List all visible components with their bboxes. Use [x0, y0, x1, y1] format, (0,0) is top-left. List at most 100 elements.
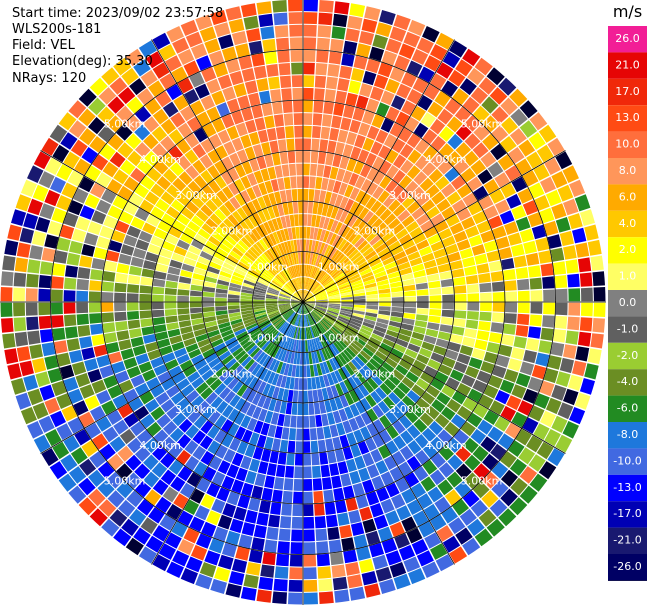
ray-bin: [225, 234, 237, 246]
ray-bin: [411, 207, 425, 220]
ray-bin: [572, 360, 587, 377]
ray-bin: [159, 73, 176, 90]
ray-bin: [282, 323, 291, 335]
ray-bin: [435, 255, 449, 266]
ray-bin: [176, 139, 191, 155]
ray-bin: [109, 436, 126, 453]
ray-bin: [195, 573, 213, 590]
ray-bin: [449, 40, 468, 58]
ray-bin: [441, 309, 454, 318]
ray-bin: [68, 200, 84, 216]
ray-bin: [164, 295, 177, 302]
ray-bin: [316, 427, 325, 440]
ray-bin: [522, 417, 539, 434]
ray-bin: [356, 334, 369, 343]
ray-bin: [303, 302, 306, 314]
ray-bin: [494, 199, 510, 214]
ray-bin: [283, 285, 294, 294]
ray-bin: [450, 175, 466, 190]
ray-bin: [332, 410, 342, 424]
ray-bin: [321, 177, 329, 191]
ray-bin: [145, 535, 164, 553]
ray-bin: [308, 403, 315, 415]
ray-bin: [409, 257, 423, 267]
ray-bin: [327, 64, 340, 77]
ray-bin: [551, 171, 568, 189]
ray-bin: [68, 120, 87, 138]
ray-bin: [255, 241, 266, 253]
ray-bin: [252, 406, 262, 420]
ray-bin: [107, 490, 125, 508]
ray-bin: [143, 133, 159, 150]
range-ring-label: 2.00km: [211, 367, 253, 380]
ray-bin: [282, 490, 293, 504]
ray-bin: [279, 292, 291, 298]
colorbar-tick-label: -2.0: [617, 349, 638, 362]
ray-bin: [383, 133, 397, 149]
ray-bin: [430, 240, 444, 252]
ray-bin: [107, 384, 123, 399]
ray-bin: [500, 136, 517, 153]
ray-bin: [316, 553, 330, 567]
ray-bin: [138, 546, 157, 564]
ray-bin: [305, 352, 310, 365]
ray-bin: [215, 302, 227, 307]
ray-bin: [379, 415, 392, 429]
ray-bin: [478, 321, 491, 332]
ray-bin: [313, 253, 319, 266]
ray-bin: [244, 217, 255, 230]
ray-bin: [278, 299, 290, 302]
ray-bin: [58, 473, 77, 492]
ray-bin: [251, 198, 262, 212]
ray-bin: [287, 440, 296, 453]
ray-bin: [362, 227, 374, 239]
ray-bin: [123, 176, 139, 192]
ray-bin: [332, 576, 348, 591]
ray-bin: [296, 428, 303, 441]
ray-bin: [88, 117, 106, 135]
ray-bin: [500, 97, 518, 116]
ray-bin: [416, 37, 434, 54]
ray-bin: [19, 227, 34, 244]
ray-bin: [281, 164, 290, 177]
ray-bin: [409, 365, 423, 378]
ray-bin: [13, 317, 27, 332]
ray-bin: [315, 177, 323, 190]
ray-bin: [274, 566, 289, 579]
ray-bin: [402, 239, 415, 250]
ray-bin: [308, 352, 313, 365]
ray-bin: [492, 302, 505, 312]
ray-bin: [356, 43, 371, 58]
ray-bin: [303, 302, 313, 310]
ray-bin: [515, 216, 531, 232]
ray-bin: [306, 365, 311, 378]
ray-bin: [490, 143, 507, 161]
ray-bin: [126, 366, 141, 379]
ray-bin: [25, 302, 38, 316]
ray-bin: [152, 294, 164, 302]
ray-bin: [266, 292, 279, 297]
ray-bin: [456, 382, 472, 396]
ray-bin: [228, 308, 241, 314]
ray-bin: [173, 246, 188, 257]
ray-bin: [523, 240, 537, 255]
ray-bin: [259, 368, 269, 381]
ray-bin: [388, 391, 401, 405]
ray-bin: [393, 573, 411, 590]
ray-bin: [228, 571, 245, 586]
ray-bin: [338, 182, 348, 196]
ray-bin: [281, 427, 290, 440]
ray-bin: [16, 242, 31, 258]
ray-bin: [191, 395, 205, 409]
ray-bin: [553, 329, 567, 343]
ray-bin: [303, 277, 306, 289]
ray-bin: [44, 189, 61, 207]
ray-bin: [303, 113, 313, 125]
ray-bin: [306, 314, 311, 326]
ray-bin: [88, 488, 106, 507]
ray-bin: [197, 338, 211, 348]
ray-bin: [295, 365, 300, 378]
ray-bin: [510, 243, 525, 257]
ray-bin: [378, 310, 391, 316]
ray-bin: [329, 398, 338, 412]
